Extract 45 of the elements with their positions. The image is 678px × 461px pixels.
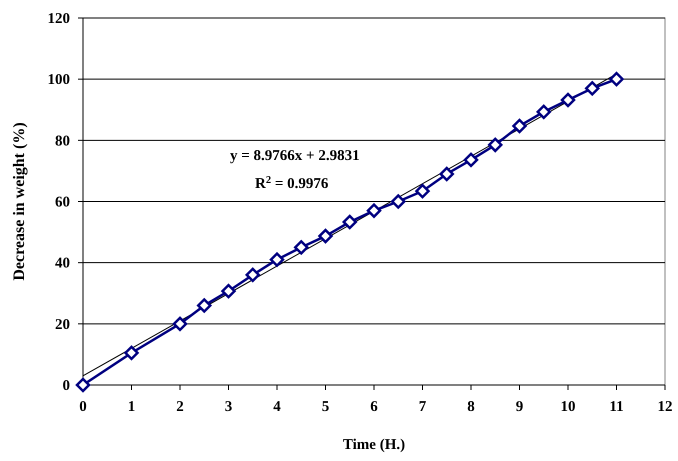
x-tick-label: 9 [516, 399, 524, 415]
point [221, 284, 236, 298]
point [415, 184, 430, 198]
annotation: y = 8.9766x + 2.9831 [230, 148, 360, 164]
point [76, 378, 90, 392]
x-tick-label: 1 [128, 399, 136, 415]
y-axis-title: Decrease in weight (%) [11, 122, 28, 281]
y-tick-label: 100 [48, 72, 70, 88]
point [488, 138, 502, 152]
point [124, 346, 139, 360]
x-tick-label: 11 [609, 399, 624, 415]
x-tick-label: 4 [273, 399, 282, 415]
annotation: R$^{2}$ = 0.9976 [255, 174, 329, 192]
x-tick-label: 3 [224, 399, 232, 415]
point [391, 194, 406, 209]
point [585, 81, 600, 96]
point [172, 316, 188, 332]
point [560, 92, 576, 108]
y-tick-label: 120 [48, 11, 70, 27]
x-tick-label: 6 [370, 399, 378, 415]
x-axis-title: Time (H.) [342, 437, 406, 453]
point [366, 203, 382, 218]
y-tick-label: 20 [55, 316, 70, 333]
point [536, 104, 551, 120]
x-tick-label: 10 [560, 399, 576, 415]
point [342, 214, 357, 230]
x-tick-label: 8 [467, 399, 475, 415]
x-tick-label: 2 [176, 399, 184, 415]
point [270, 252, 284, 267]
point [512, 118, 527, 134]
x-tick-label: 5 [322, 399, 330, 415]
y-tick-label: 40 [55, 256, 70, 272]
y-tick-label: 80 [55, 133, 70, 150]
point [197, 298, 212, 313]
point [609, 72, 624, 86]
x-tick-label: 12 [658, 399, 672, 415]
x-tick-label: 7 [418, 399, 427, 415]
y-tick-label: 60 [55, 194, 70, 210]
point [294, 240, 308, 255]
y-tick-label: 0 [62, 378, 70, 394]
x-tick-label: 0 [79, 399, 87, 415]
point [464, 152, 478, 168]
point [246, 268, 260, 282]
point [318, 228, 333, 244]
point [440, 166, 454, 182]
